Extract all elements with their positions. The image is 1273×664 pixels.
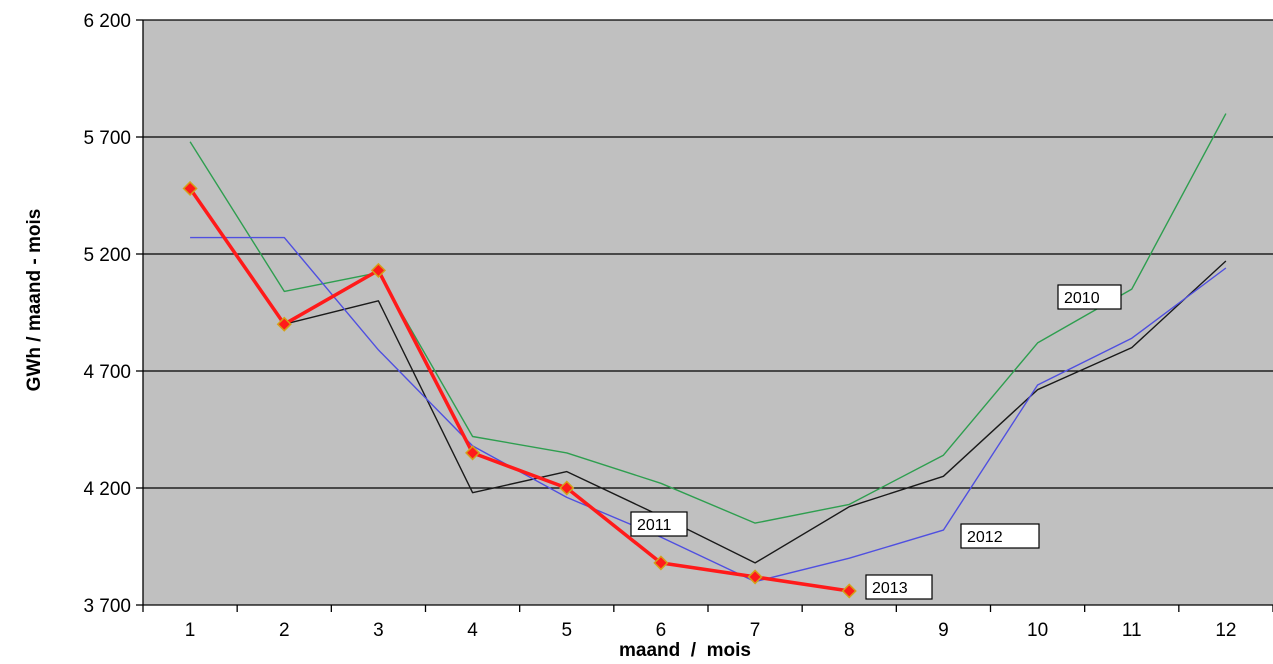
- x-tick-label: 9: [938, 620, 949, 641]
- series-label-2010: 2010: [1058, 285, 1121, 309]
- x-tick-label: 8: [844, 620, 855, 641]
- y-tick-label: 5 200: [83, 245, 131, 266]
- y-tick-label: 3 700: [83, 596, 131, 617]
- x-axis-title: maand / mois: [619, 640, 751, 661]
- x-tick-label: 2: [279, 620, 290, 641]
- x-tick-label: 4: [467, 620, 478, 641]
- plot-area: [143, 20, 1273, 605]
- y-tick-label: 4 700: [83, 362, 131, 383]
- x-tick-label: 7: [750, 620, 761, 641]
- series-label-text: 2011: [637, 517, 672, 534]
- x-tick-label: 6: [656, 620, 667, 641]
- series-label-text: 2013: [872, 580, 908, 597]
- x-tick-label: 5: [561, 620, 572, 641]
- y-tick-label: 4 200: [83, 479, 131, 500]
- y-tick-label: 5 700: [83, 128, 131, 149]
- series-label-text: 2012: [967, 529, 1003, 546]
- series-label-2011: 2011: [631, 512, 687, 536]
- series-label-text: 2010: [1064, 290, 1100, 307]
- series-label-2013: 2013: [866, 575, 932, 599]
- series-label-2012: 2012: [961, 524, 1039, 548]
- y-tick-label: 6 200: [83, 11, 131, 32]
- x-tick-label: 3: [373, 620, 384, 641]
- x-tick-label: 11: [1122, 620, 1142, 641]
- x-tick-label: 10: [1027, 620, 1048, 641]
- x-tick-label: 1: [185, 620, 196, 641]
- x-tick-label: 12: [1215, 620, 1236, 641]
- y-axis-title: GWh / maand - mois: [24, 209, 45, 392]
